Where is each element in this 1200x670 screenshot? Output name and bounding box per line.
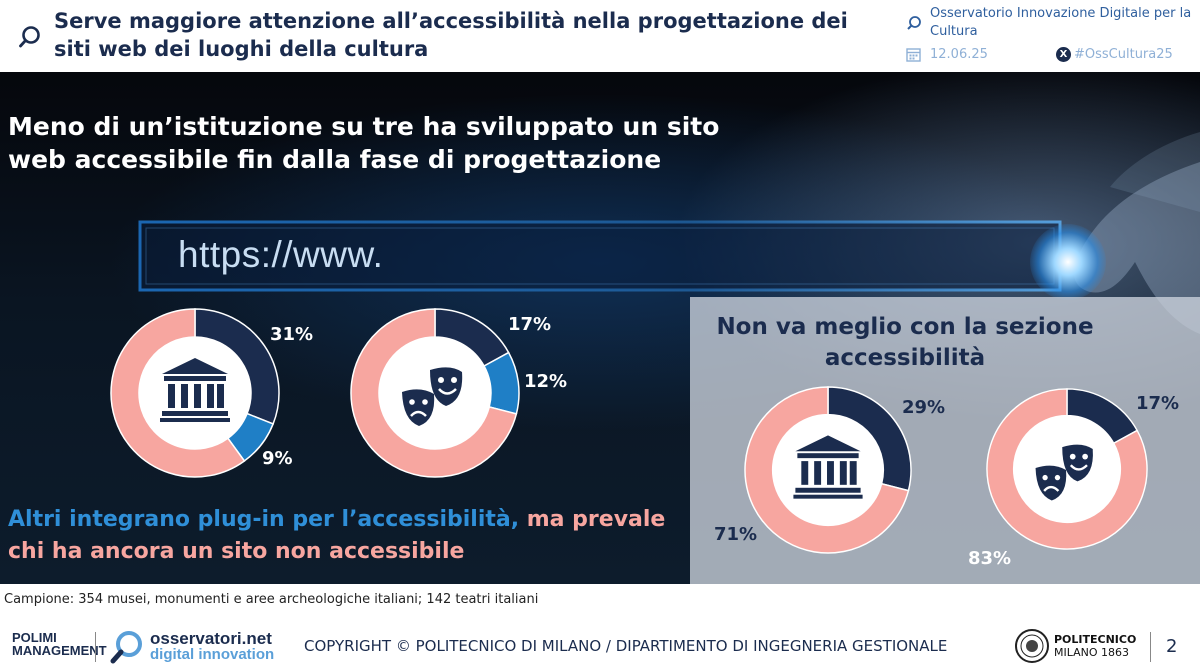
- politecnico-city: MILANO 1863: [1054, 646, 1130, 659]
- url-text: https://www.: [178, 234, 384, 275]
- x-logo-icon: X: [1056, 47, 1071, 62]
- data-label: 31%: [270, 324, 314, 345]
- politecnico-name: POLITECNICO: [1054, 633, 1137, 646]
- politecnico-seal-icon: [1015, 629, 1049, 663]
- data-label: 17%: [1136, 393, 1180, 414]
- statement-pink: ma prevale chi ha ancora un sito non acc…: [8, 507, 666, 564]
- data-label: 29%: [902, 397, 946, 418]
- slide-footer: Campione: 354 musei, monumenti e aree ar…: [0, 584, 1200, 670]
- data-label: 12%: [524, 371, 568, 392]
- polimi-management-logo: POLIMI MANAGEMENT: [12, 630, 107, 658]
- observatory-name: Osservatorio Innovazione Digitale per la…: [930, 6, 1192, 39]
- slide-header: Serve maggiore attenzione all’accessibil…: [0, 0, 1200, 72]
- box-title: Non va meglio con la sezione accessibili…: [716, 314, 1094, 371]
- statement-blue: Altri integrano plug-in per l’accessibil…: [8, 507, 520, 532]
- event-hashtag: #OssCultura25: [1074, 47, 1173, 62]
- data-label: 71%: [714, 524, 758, 545]
- event-date: 12.06.25: [930, 47, 988, 62]
- main-panel: Meno di un’istituzione su tre ha svilupp…: [0, 72, 1200, 584]
- divider: [1150, 632, 1151, 662]
- main-headline: Meno di un’istituzione su tre ha svilupp…: [8, 112, 720, 174]
- slide-title: Serve maggiore attenzione all’accessibil…: [54, 9, 848, 61]
- magnifier-icon: [19, 26, 40, 48]
- magnifier-icon: [907, 16, 921, 30]
- theatre-masks-icon: [402, 367, 463, 426]
- data-label: 17%: [508, 314, 552, 335]
- page-number: 2: [1166, 636, 1178, 657]
- sample-note: Campione: 354 musei, monumenti e aree ar…: [4, 592, 539, 607]
- museum-icon: [160, 358, 230, 422]
- data-label: 83%: [968, 548, 1012, 569]
- donut-chart-teatri-1: [350, 308, 520, 478]
- donut-chart-teatri-2: [986, 388, 1148, 550]
- copyright-text: COPYRIGHT © POLITECNICO DI MILANO / DIPA…: [304, 637, 948, 655]
- donut-chart-musei-2: [744, 386, 912, 554]
- background-art: [138, 132, 1200, 334]
- osservatori-tagline: digital innovation: [150, 646, 275, 663]
- osservatori-name: osservatori.net: [150, 629, 272, 648]
- data-label: 9%: [262, 448, 293, 469]
- museum-icon: [793, 435, 863, 499]
- osservatori-logo-icon: [110, 631, 142, 664]
- calendar-icon: [906, 48, 921, 62]
- theatre-masks-icon: [1035, 444, 1093, 501]
- fingertip-glow: [1030, 224, 1106, 300]
- bottom-statement: Altri integrano plug-in per l’accessibil…: [8, 504, 688, 568]
- divider: [95, 632, 96, 662]
- donut-chart-musei-1: [110, 308, 280, 478]
